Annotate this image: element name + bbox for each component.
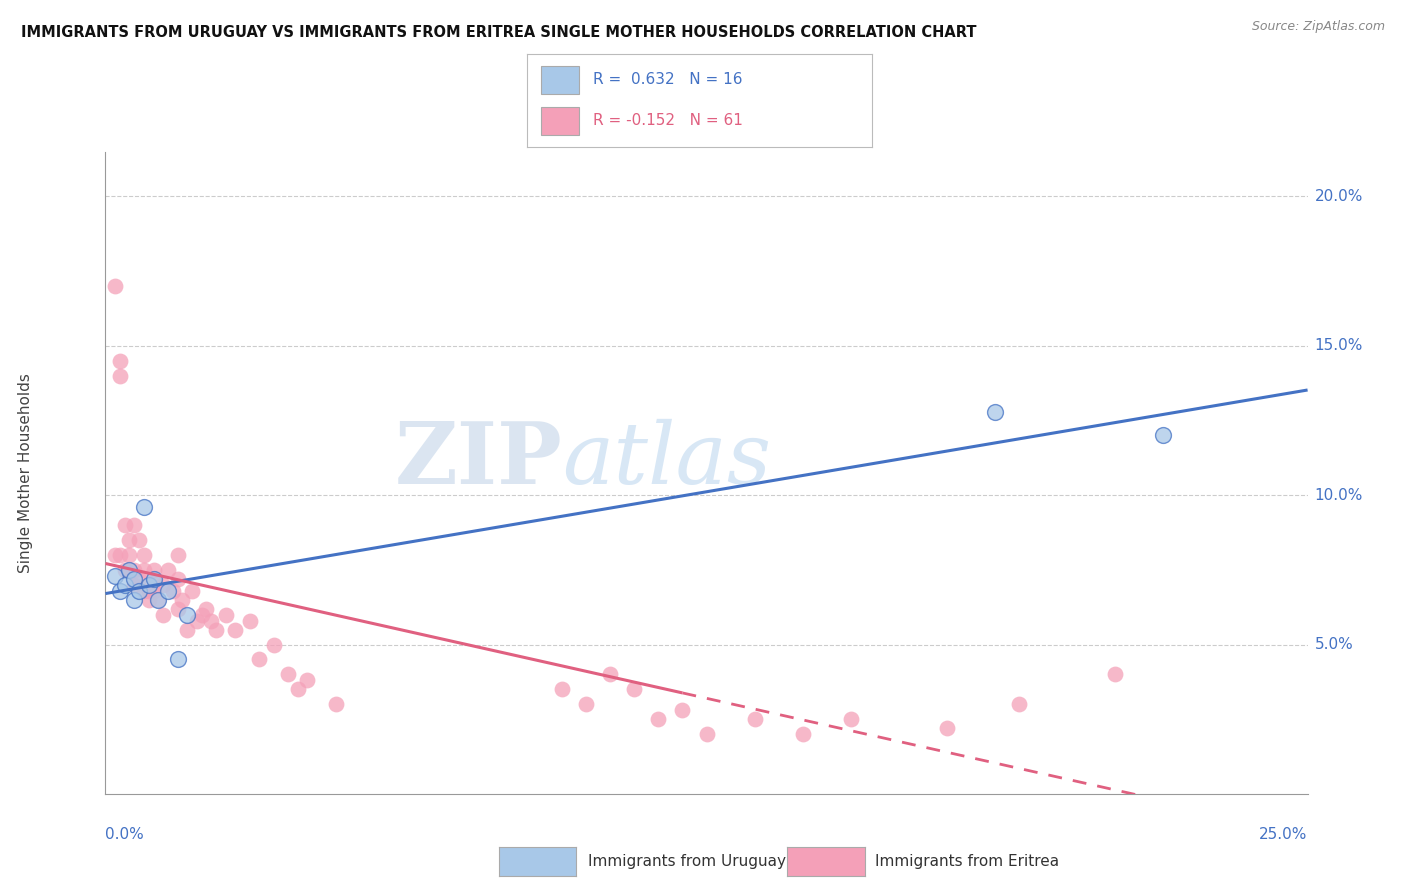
Point (224, 623, 246, 637)
Point (128, 583, 150, 598)
Point (239, 614, 262, 628)
Text: Source: ZipAtlas.com: Source: ZipAtlas.com (1251, 20, 1385, 33)
Point (181, 583, 204, 598)
Text: ZIP: ZIP (395, 418, 562, 502)
Point (551, 682, 574, 697)
Point (575, 698, 598, 712)
Point (142, 563, 165, 577)
Point (599, 667, 621, 681)
Text: Immigrants from Eritrea: Immigrants from Eritrea (875, 855, 1059, 869)
Point (142, 572, 165, 586)
Point (118, 533, 141, 547)
Point (138, 578, 160, 592)
Point (132, 563, 155, 577)
Point (124, 592, 146, 607)
Text: 5.0%: 5.0% (1315, 637, 1354, 652)
Point (195, 601, 218, 615)
Point (247, 652, 270, 666)
Text: R =  0.632   N = 16: R = 0.632 N = 16 (593, 72, 742, 87)
Point (166, 652, 188, 666)
Point (166, 601, 188, 615)
Point (263, 638, 285, 652)
Text: 15.0%: 15.0% (1315, 338, 1362, 353)
Bar (541, 66, 579, 94)
Point (1008, 698, 1031, 712)
Point (132, 548, 155, 562)
Point (792, 727, 814, 741)
Point (205, 623, 228, 637)
Point (118, 548, 141, 562)
Point (984, 404, 1007, 418)
Point (124, 563, 146, 577)
Point (152, 578, 174, 592)
Point (936, 721, 959, 735)
Point (124, 518, 146, 533)
Text: 10.0%: 10.0% (1315, 488, 1362, 503)
Point (138, 592, 160, 607)
Point (1152, 428, 1174, 442)
Text: 0.0%: 0.0% (105, 827, 145, 841)
Point (108, 548, 131, 562)
Point (128, 533, 150, 547)
Point (124, 578, 146, 592)
Point (114, 518, 136, 533)
Point (152, 607, 174, 622)
Point (138, 583, 160, 598)
Text: R = -0.152   N = 61: R = -0.152 N = 61 (593, 113, 742, 128)
Point (744, 712, 766, 726)
Bar (541, 107, 579, 135)
Text: atlas: atlas (562, 418, 772, 501)
Point (108, 353, 131, 368)
Point (118, 563, 141, 577)
Point (166, 548, 188, 562)
Point (166, 572, 188, 586)
Point (287, 682, 309, 697)
Point (132, 583, 155, 598)
Point (128, 572, 150, 586)
Point (108, 583, 131, 598)
Point (1104, 667, 1126, 681)
Point (156, 583, 179, 598)
Point (162, 583, 184, 598)
Point (325, 698, 347, 712)
Point (108, 368, 131, 383)
Point (114, 578, 136, 592)
Point (623, 682, 645, 697)
Text: IMMIGRANTS FROM URUGUAY VS IMMIGRANTS FROM ERITREA SINGLE MOTHER HOUSEHOLDS CORR: IMMIGRANTS FROM URUGUAY VS IMMIGRANTS FR… (21, 25, 977, 40)
Point (172, 592, 194, 607)
Point (118, 563, 141, 577)
Point (200, 614, 222, 628)
Point (176, 623, 198, 637)
Point (297, 673, 319, 688)
Point (647, 712, 669, 726)
Point (104, 569, 127, 583)
Point (190, 607, 212, 622)
Point (186, 614, 208, 628)
Point (696, 727, 718, 741)
Text: Immigrants from Uruguay: Immigrants from Uruguay (588, 855, 786, 869)
Point (124, 572, 146, 586)
Text: 20.0%: 20.0% (1315, 189, 1362, 204)
Point (839, 712, 862, 726)
Point (142, 572, 165, 586)
Point (104, 279, 127, 293)
Point (277, 667, 299, 681)
Point (148, 592, 170, 607)
Point (132, 500, 155, 515)
Point (148, 592, 170, 607)
Point (156, 563, 179, 577)
Point (104, 548, 127, 562)
Text: 25.0%: 25.0% (1260, 827, 1308, 841)
Text: Single Mother Households: Single Mother Households (18, 373, 32, 573)
Point (142, 583, 165, 598)
Point (176, 607, 198, 622)
Point (214, 607, 236, 622)
Point (114, 563, 136, 577)
Point (671, 703, 693, 717)
